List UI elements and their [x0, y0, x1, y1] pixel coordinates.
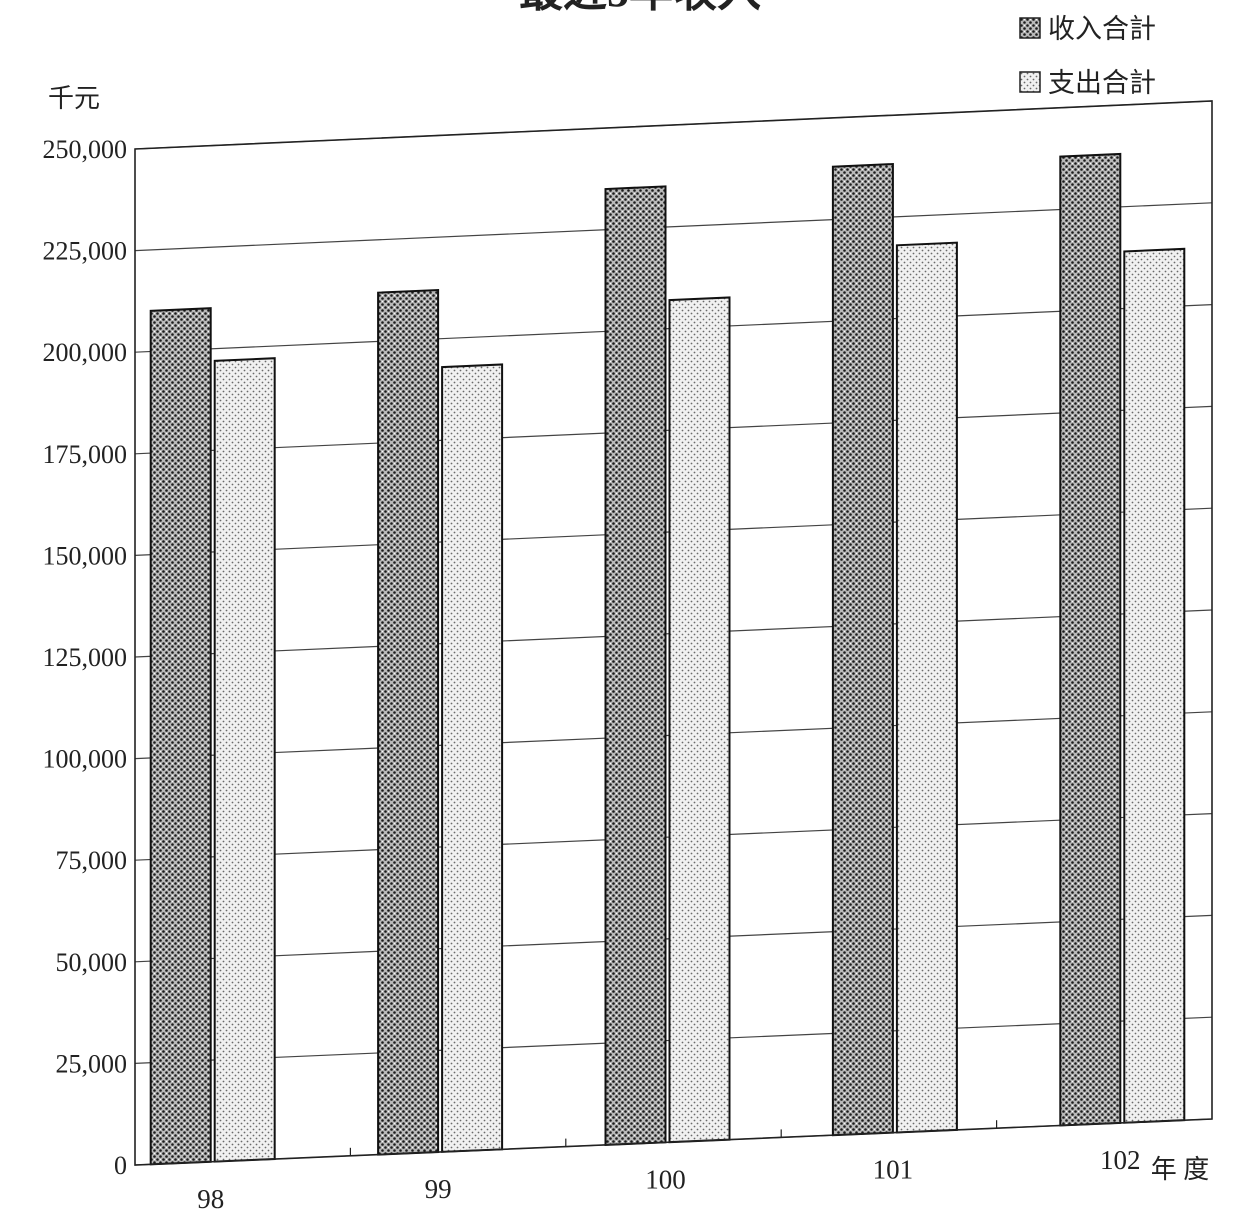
y-tick-label: 100,000: [43, 745, 128, 774]
bar-income: [831, 163, 894, 1137]
x-tick-label: 101: [873, 1155, 914, 1185]
y-tick-label: 75,000: [56, 846, 128, 875]
legend: 收入合計 支出合計: [1019, 14, 1156, 98]
bar-income: [1059, 152, 1122, 1127]
legend-item-income: 收入合計: [1019, 14, 1156, 44]
axes: [134, 100, 1213, 1166]
y-tick-label: 225,000: [43, 237, 128, 266]
bar-expense: [441, 363, 504, 1153]
y-tick-label: 0: [114, 1151, 127, 1180]
y-axis-label: 千元: [48, 84, 100, 113]
legend-label-income: 收入合計: [1048, 14, 1156, 44]
y-tick-label: 150,000: [43, 541, 128, 570]
bars: [149, 152, 1186, 1166]
legend-swatch-income: [1019, 17, 1041, 39]
x-tick-labels: 98 99 100 101 102: [197, 1145, 1140, 1214]
bar-income: [149, 307, 212, 1166]
legend-label-expense: 支出合計: [1048, 68, 1156, 98]
y-tick-label: 50,000: [56, 948, 128, 977]
x-tick-label: 99: [425, 1174, 452, 1204]
x-tick-label: 102: [1100, 1145, 1141, 1175]
legend-swatch-expense: [1019, 71, 1041, 93]
y-tick-label: 125,000: [43, 643, 128, 672]
gridline: [134, 202, 1213, 252]
y-tick-label: 175,000: [43, 440, 128, 469]
bar-expense: [668, 296, 731, 1144]
x-tick-label: 98: [197, 1184, 224, 1214]
bar-expense: [1123, 247, 1186, 1124]
bar-income: [604, 185, 667, 1146]
legend-item-expense: 支出合計: [1019, 68, 1156, 98]
bar-income: [377, 288, 440, 1156]
bar-expense: [213, 357, 276, 1163]
y-tick-label: 200,000: [43, 338, 128, 367]
y-tick-label: 250,000: [43, 135, 128, 164]
plot-border: [134, 100, 1213, 1166]
y-tick-label: 25,000: [56, 1049, 128, 1078]
y-tick-labels: 0 25,000 50,000 75,000 100,000 125,000 150,000…: [43, 135, 128, 1180]
x-axis-label: 年 度: [1151, 1155, 1210, 1184]
x-tick-label: 100: [645, 1164, 686, 1194]
bar-expense: [895, 241, 958, 1134]
chart-title: 最近5年收入: [519, 0, 761, 16]
